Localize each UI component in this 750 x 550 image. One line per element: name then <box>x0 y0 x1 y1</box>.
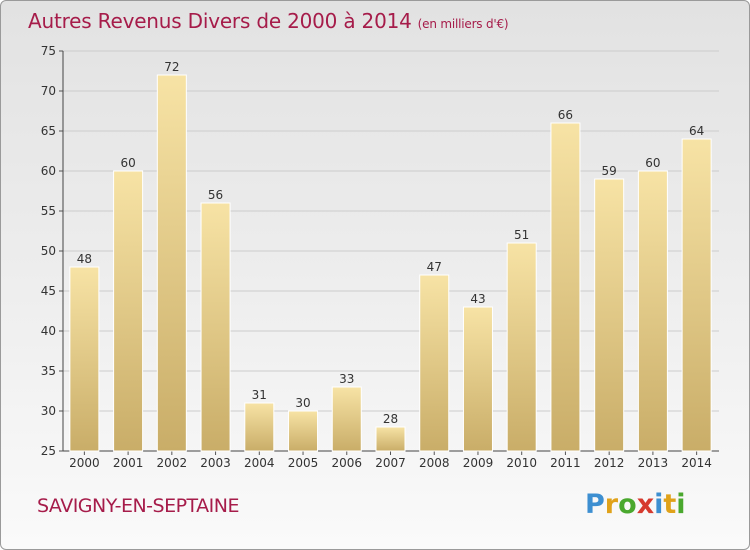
data-label-2005: 30 <box>295 396 310 410</box>
bar-2011 <box>550 122 581 452</box>
y-tick-label: 35 <box>41 364 56 378</box>
y-tick-label: 50 <box>41 244 56 258</box>
data-label-2001: 60 <box>120 156 135 170</box>
proxiti-logo: Proxiti <box>585 489 686 520</box>
data-label-2008: 47 <box>427 260 442 274</box>
chart-title-text: Autres Revenus Divers de 2000 à 2014 <box>28 9 412 33</box>
x-tick-label: 2008 <box>419 456 450 470</box>
x-tick-label: 2012 <box>594 456 625 470</box>
data-label-2000: 48 <box>77 252 92 266</box>
x-tick-label: 2006 <box>331 456 362 470</box>
data-label-2009: 43 <box>470 292 485 306</box>
commune-name: SAVIGNY-EN-SEPTAINE <box>37 495 240 517</box>
bar-2003 <box>200 202 231 452</box>
bar-2012 <box>594 178 625 452</box>
x-tick-label: 2013 <box>638 456 669 470</box>
chart-title: Autres Revenus Divers de 2000 à 2014 (en … <box>28 9 509 33</box>
x-tick-label: 2002 <box>157 456 188 470</box>
x-tick-label: 2005 <box>288 456 319 470</box>
bar-2002 <box>156 74 187 452</box>
data-label-2003: 56 <box>208 188 223 202</box>
x-tick-label: 2011 <box>550 456 581 470</box>
bar-2008 <box>419 274 450 452</box>
bar-2001 <box>113 170 144 452</box>
y-tick-label: 25 <box>41 444 56 458</box>
data-label-2014: 64 <box>689 124 704 138</box>
bar-2005 <box>288 410 319 452</box>
x-tick-label: 2000 <box>69 456 100 470</box>
x-tick-label: 2001 <box>113 456 144 470</box>
data-label-2012: 59 <box>602 164 617 178</box>
data-label-2002: 72 <box>164 60 179 74</box>
data-label-2013: 60 <box>645 156 660 170</box>
x-tick-label: 2010 <box>506 456 537 470</box>
bar-2009 <box>462 306 493 452</box>
data-labels: 48 60 72 56 31 30 33 28 47 43 51 66 59 60 64 <box>77 60 705 426</box>
bar-2013 <box>637 170 668 452</box>
bar-2014 <box>681 138 712 452</box>
y-tick-label: 70 <box>41 84 56 98</box>
chart-unit: (en milliers d'€) <box>417 17 509 31</box>
x-tick-label: 2004 <box>244 456 275 470</box>
data-label-2011: 66 <box>558 108 573 122</box>
bars <box>69 74 712 452</box>
bar-2006 <box>331 386 362 452</box>
y-tick-label: 55 <box>41 204 56 218</box>
data-label-2004: 31 <box>252 388 267 402</box>
x-tick-label: 2014 <box>681 456 712 470</box>
y-tick-label: 75 <box>41 44 56 58</box>
y-tick-label: 65 <box>41 124 56 138</box>
bar-2010 <box>506 242 537 452</box>
x-tick-label: 2007 <box>375 456 406 470</box>
x-tick-label: 2003 <box>200 456 231 470</box>
data-label-2010: 51 <box>514 228 529 242</box>
x-tick-label: 2009 <box>463 456 494 470</box>
data-label-2006: 33 <box>339 372 354 386</box>
y-tick-label: 45 <box>41 284 56 298</box>
bar-2000 <box>69 266 100 452</box>
data-label-2007: 28 <box>383 412 398 426</box>
y-tick-label: 60 <box>41 164 56 178</box>
y-tick-label: 30 <box>41 404 56 418</box>
y-tick-label: 40 <box>41 324 56 338</box>
bar-2007 <box>375 426 406 452</box>
bar-2004 <box>244 402 275 452</box>
